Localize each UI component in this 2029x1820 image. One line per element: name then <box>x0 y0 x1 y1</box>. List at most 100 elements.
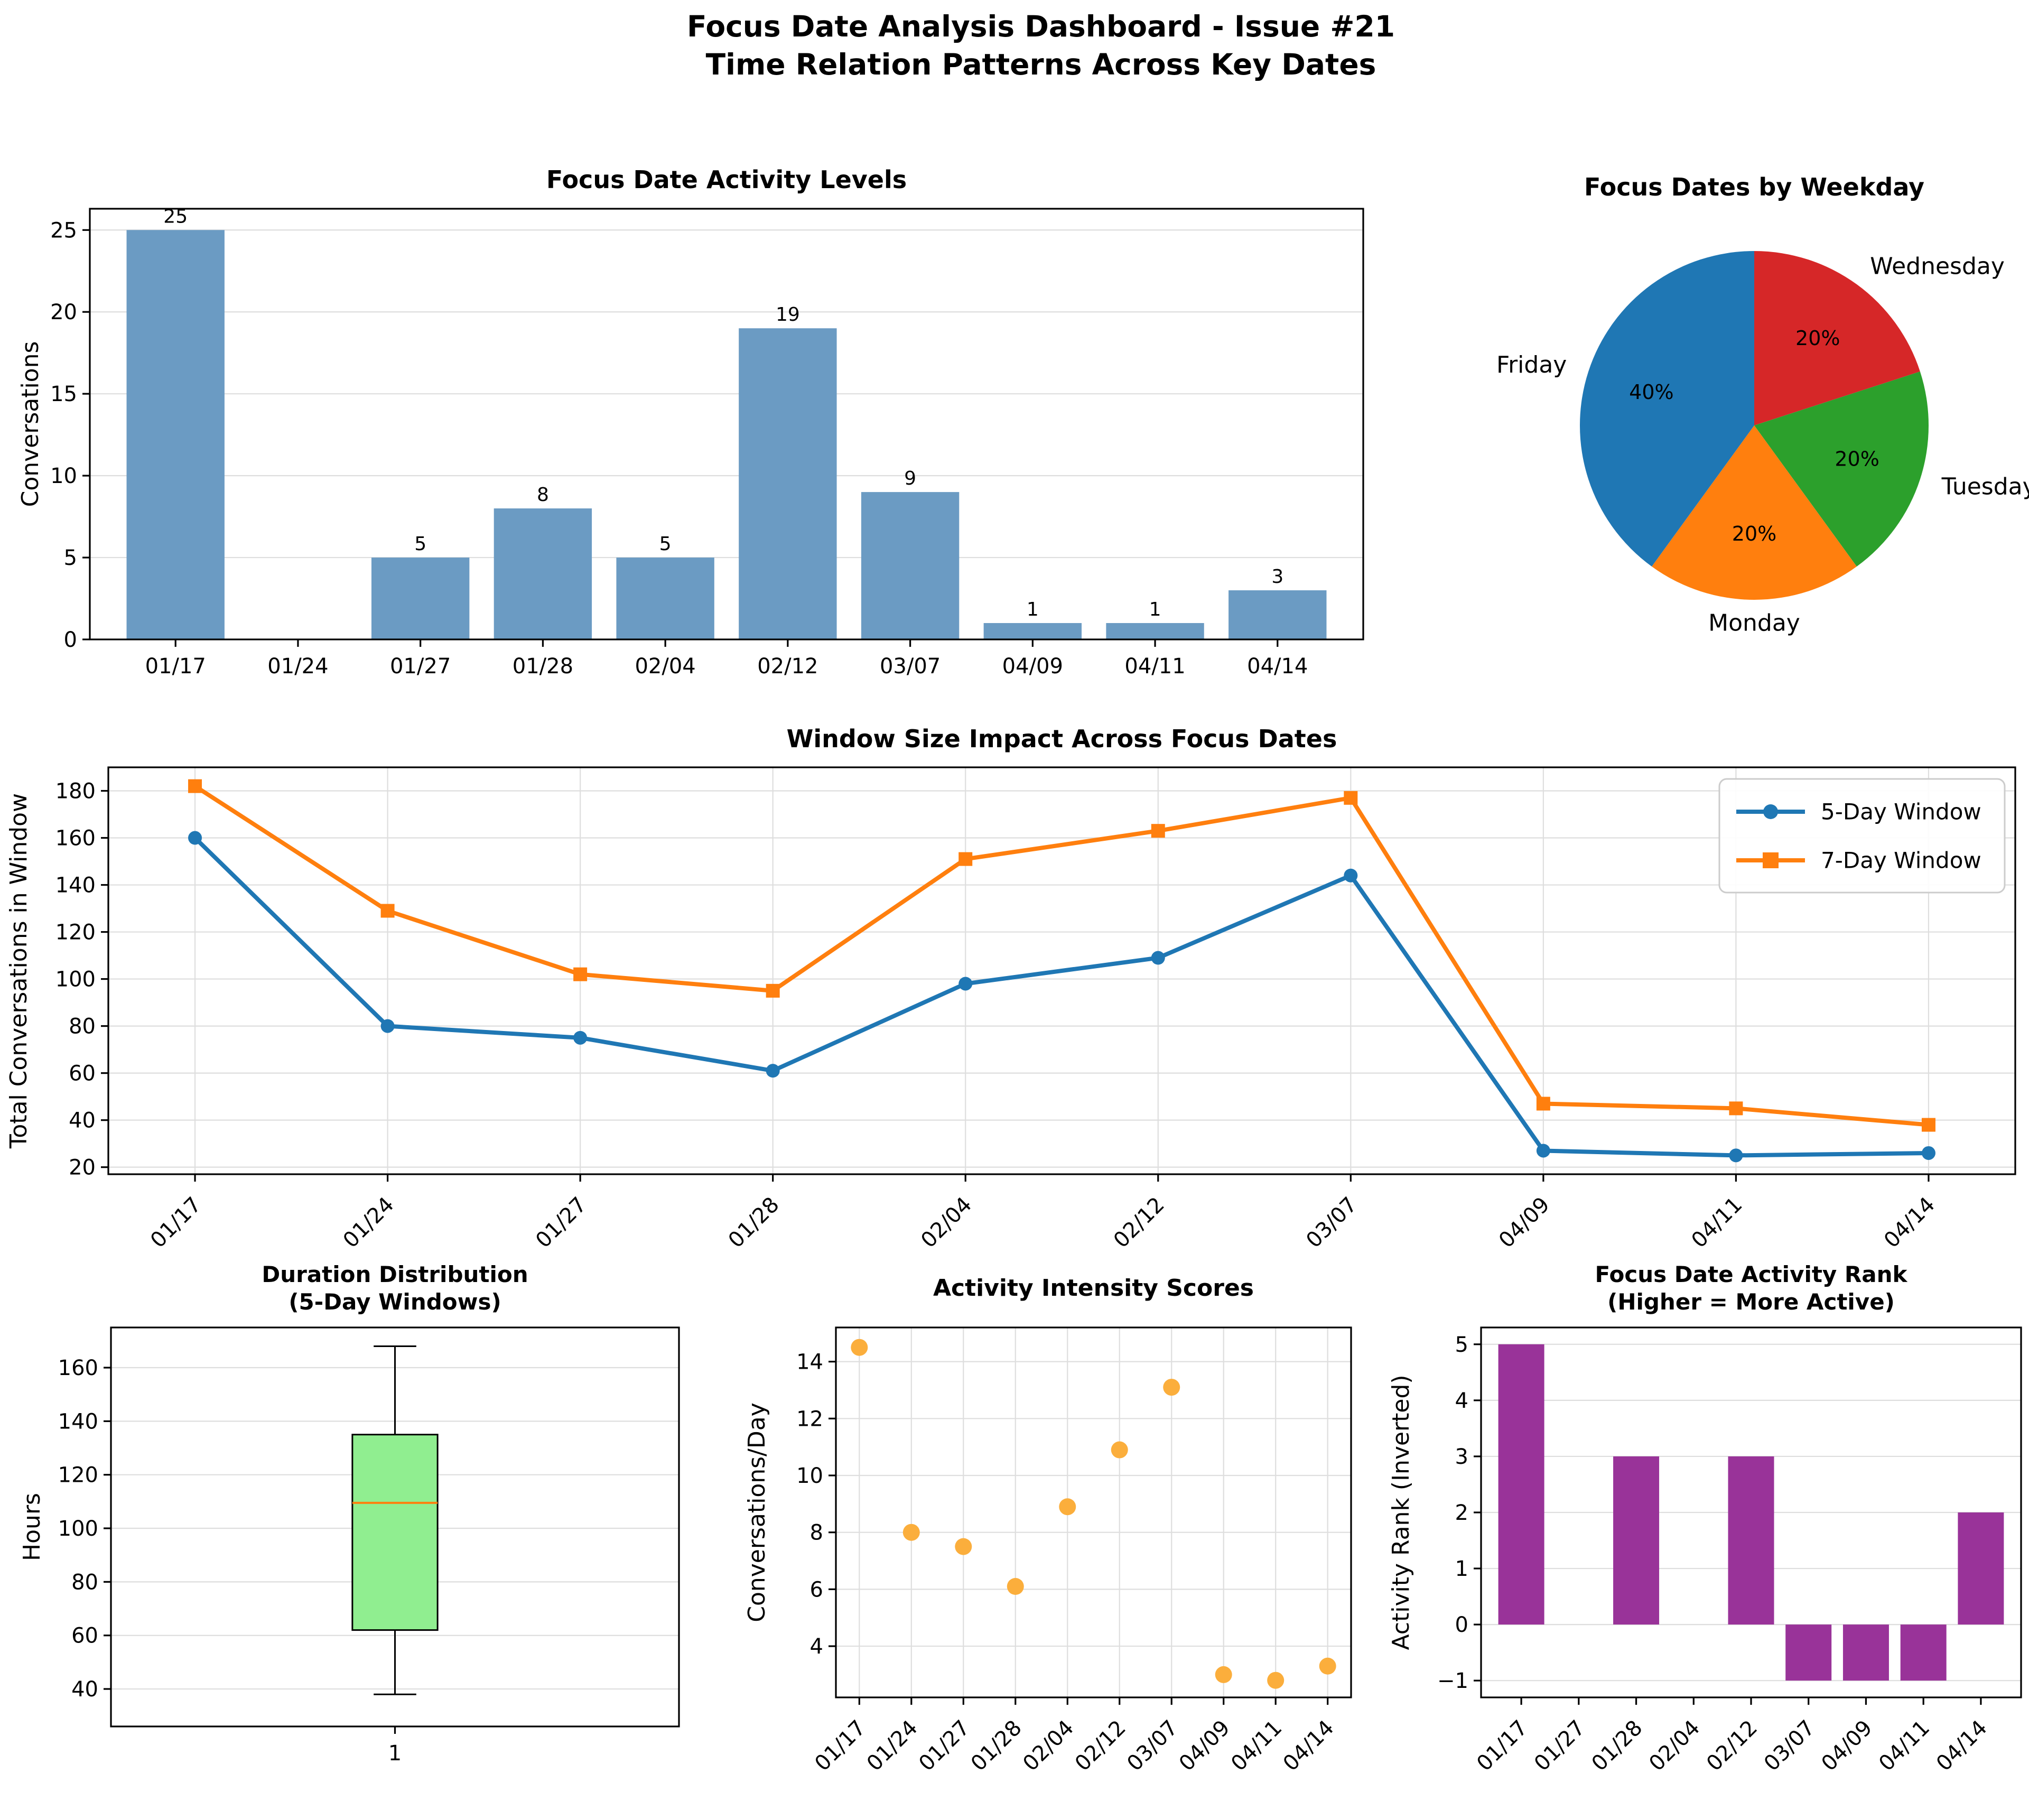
pie-label-tuesday: Tuesday <box>1941 473 2029 500</box>
x-tick-label: 02/04 <box>635 654 695 679</box>
x-tick-label: 01/28 <box>1587 1716 1648 1776</box>
svg-text:Window Size Impact Across Focu: Window Size Impact Across Focus Dates <box>787 725 1337 753</box>
x-tick-label: 01/28 <box>513 654 573 679</box>
x-tick-label: 01/27 <box>531 1193 591 1253</box>
y-tick-label: 15 <box>50 382 77 406</box>
x-tick-label: 01/27 <box>914 1716 974 1776</box>
axes-frame <box>89 208 1364 640</box>
x-tick-label: 01/17 <box>1472 1716 1532 1776</box>
svg-text:(Higher = More Active): (Higher = More Active) <box>1607 1289 1895 1315</box>
chart-focus-dates-by-weekday: Focus Dates by Weekday 20% Wednesday 20% Tue… <box>1477 153 2029 719</box>
y-tick-label: 10 <box>50 464 77 488</box>
chart-window-size-impact: 20 40 60 80 100 120 140 160 180 01/17 01/24 01/27 01… <box>5 720 2025 1261</box>
data-point <box>573 967 588 981</box>
data-point-04/14 <box>1319 1657 1336 1675</box>
data-point <box>958 852 973 866</box>
y-tick-label: 8 <box>810 1521 823 1545</box>
legend-label: 5-Day Window <box>1821 799 1981 825</box>
data-point <box>1536 1144 1550 1158</box>
pie-slice-friday <box>1580 250 1754 567</box>
bar-value-label: 5 <box>659 533 672 555</box>
series-5-day-window <box>188 831 1935 1163</box>
iqr-box <box>351 1434 439 1631</box>
bar-03/07 <box>861 492 960 639</box>
x-tick-label: 01/17 <box>145 654 206 679</box>
data-point <box>1921 1146 1935 1160</box>
pie-label-monday: Monday <box>1708 609 1800 636</box>
data-point-04/11 <box>1267 1672 1285 1689</box>
data-point-01/24 <box>902 1524 920 1541</box>
svg-text:Duration Distribution: Duration Distribution <box>262 1261 528 1287</box>
y-tick-label: 80 <box>69 1015 96 1039</box>
x-tick-label: 02/04 <box>916 1193 976 1253</box>
bar-03/07 <box>1785 1624 1832 1681</box>
bar-04/11 <box>1900 1624 1947 1681</box>
y-tick-label: 140 <box>55 874 96 898</box>
x-tick-label: 03/07 <box>880 654 941 679</box>
chart-duration-distribution: 40 60 80 100 120 140 160 1 Duration Distribution… <box>16 1261 695 1819</box>
svg-text:Focus Date Activity Rank: Focus Date Activity Rank <box>1595 1261 1908 1287</box>
grid <box>836 1327 1351 1697</box>
data-point <box>1729 1148 1743 1163</box>
data-point-01/28 <box>1007 1578 1024 1595</box>
y-tick-label: 140 <box>58 1409 98 1434</box>
x-tick-label: 04/14 <box>1247 654 1308 679</box>
pie-slice-wednesday <box>1754 251 1920 425</box>
y-tick-label: 6 <box>810 1577 823 1602</box>
chart-title: Duration Distribution(5-Day Windows) <box>262 1261 528 1315</box>
y-tick-label: 0 <box>1455 1613 1468 1637</box>
x-tick-label: 01/27 <box>1530 1716 1590 1776</box>
bar-02/12 <box>739 328 837 639</box>
pie-pct-label: 20% <box>1732 522 1776 545</box>
svg-text:Focus Date Activity Levels: Focus Date Activity Levels <box>546 165 907 194</box>
chart-focus-date-activity-rank: −1 0 1 2 3 4 5 01/17 01/27 01/28 02/04 02/12 03/07 04… <box>1383 1261 2029 1819</box>
data-point <box>1729 1101 1743 1116</box>
x-tick-label: 04/11 <box>1124 654 1185 679</box>
chart-title: Activity Intensity Scores <box>933 1275 1254 1302</box>
grid <box>90 229 1363 640</box>
page-title: Focus Date Analysis Dashboard - Issue #2… <box>26 7 2029 83</box>
x-tick-label: 04/11 <box>1226 1716 1287 1776</box>
bar-value-label: 1 <box>1027 599 1039 620</box>
y-tick-label: 180 <box>55 779 96 804</box>
axis-ticks: 40 60 80 100 120 140 160 1 <box>58 1356 402 1766</box>
x-tick-label: 02/12 <box>1702 1716 1762 1776</box>
data-point <box>380 1019 395 1033</box>
x-tick-label: 02/12 <box>1071 1716 1131 1776</box>
y-tick-label: 100 <box>55 968 96 992</box>
x-tick-label: 04/14 <box>1932 1716 1992 1776</box>
x-tick-label: 04/14 <box>1879 1193 1940 1253</box>
y-tick-label: 40 <box>69 1109 96 1133</box>
axes-frame <box>107 766 2016 1175</box>
bar-04/14 <box>1228 590 1327 639</box>
bar-01/28 <box>494 508 592 639</box>
bar-01/28 <box>1613 1456 1660 1625</box>
data-point-04/09 <box>1215 1666 1232 1683</box>
y-tick-label: 5 <box>64 546 77 570</box>
y-tick-label: 25 <box>50 218 77 243</box>
y-tick-label: 160 <box>58 1356 98 1380</box>
x-tick-label: 04/09 <box>1817 1716 1877 1776</box>
data-point <box>1536 1097 1550 1111</box>
page-title-line1: Focus Date Analysis Dashboard - Issue #2… <box>686 10 1395 43</box>
y-tick-label: 160 <box>55 827 96 851</box>
bar-value-label: 19 <box>776 304 800 326</box>
data-point <box>766 983 780 998</box>
data-point <box>1344 791 1358 805</box>
x-tick-label: 01/24 <box>339 1193 399 1253</box>
x-tick-label: 01/24 <box>862 1716 923 1776</box>
page-title-line2: Time Relation Patterns Across Key Dates <box>705 48 1376 81</box>
bar-value-label: 5 <box>414 533 426 555</box>
data-point-01/27 <box>955 1538 972 1555</box>
svg-text:(5-Day Windows): (5-Day Windows) <box>288 1289 501 1315</box>
x-tick-label: 01/28 <box>966 1716 1027 1776</box>
y-tick-label: 12 <box>796 1407 823 1431</box>
y-tick-label: −1 <box>1437 1669 1468 1693</box>
data-point <box>1921 1118 1935 1132</box>
pie-pct-label: 20% <box>1795 327 1840 350</box>
x-tick-label: 04/09 <box>1494 1193 1555 1253</box>
data-point <box>958 977 973 991</box>
x-tick-label: 03/07 <box>1122 1716 1183 1776</box>
series-7-day-window <box>188 779 1935 1132</box>
y-tick-label: 120 <box>55 921 96 945</box>
